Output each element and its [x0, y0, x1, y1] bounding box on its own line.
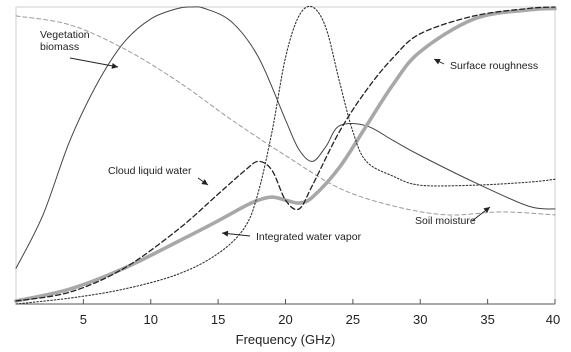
label-soil-moisture: Soil moisture — [415, 215, 476, 227]
label-surface-roughness: Surface roughness — [450, 60, 538, 72]
x-tick-label: 40 — [546, 312, 560, 327]
label-integrated-water-vapor: Integrated water vapor — [256, 231, 362, 243]
label-vegetation-biomass: Vegetation biomass — [40, 29, 90, 53]
x-axis-ticks: 5 10 15 20 25 30 35 40 — [80, 299, 560, 327]
label-cloud-liquid-water: Cloud liquid water — [108, 165, 192, 177]
x-tick-label: 30 — [413, 312, 427, 327]
series-line-soil-moisture — [15, 15, 556, 216]
arrowhead-surface-roughness — [434, 59, 441, 65]
x-tick-label: 10 — [144, 312, 158, 327]
arrowhead-soil-moisture — [483, 207, 490, 214]
arrowhead-cloud-liquid-water — [201, 179, 208, 185]
arrowhead-integrated-water-vapor — [222, 230, 229, 237]
series-line-integrated-water-vapor — [15, 5, 556, 305]
x-tick-label: 35 — [480, 312, 494, 327]
series-line-surface-roughness — [14, 6, 557, 303]
leader-vegetation-biomass — [69, 57, 119, 68]
x-tick-label: 25 — [346, 312, 360, 327]
x-tick-label: 20 — [278, 312, 292, 327]
arrowhead-vegetation-biomass — [111, 62, 118, 69]
x-axis-title: Frequency (GHz) — [236, 332, 336, 347]
curve-labels: Vegetation biomass Cloud liquid water Surfa… — [40, 29, 538, 243]
x-tick-label: 5 — [80, 312, 87, 327]
x-tick-label: 15 — [211, 312, 225, 327]
series-line-cloud-liquid-water — [15, 6, 556, 302]
